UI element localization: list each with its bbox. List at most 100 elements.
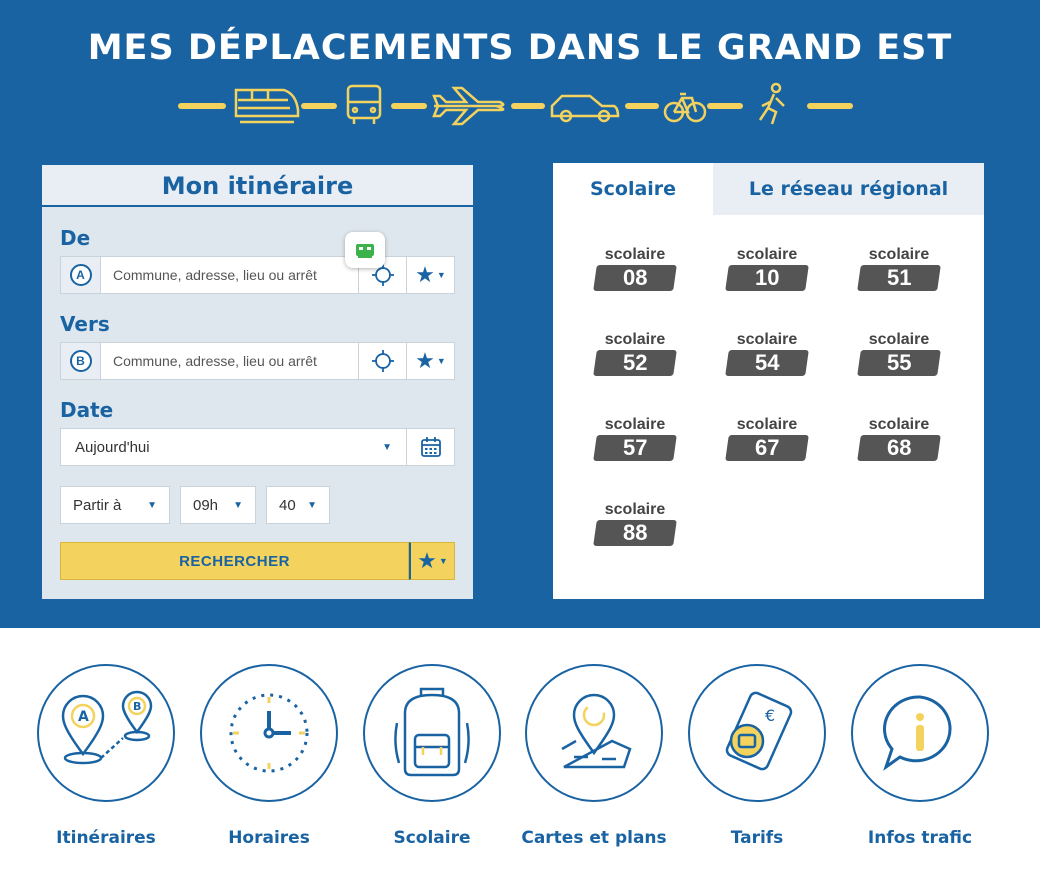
caret-down-icon: ▼ bbox=[147, 499, 157, 511]
svg-text:€: € bbox=[765, 706, 775, 725]
ticket-card-icon: € bbox=[725, 691, 793, 771]
school-line-number: 55 bbox=[886, 350, 912, 375]
to-badge: B bbox=[61, 343, 101, 379]
service-label: Itinéraires bbox=[56, 828, 156, 848]
info-bubble-icon bbox=[883, 695, 952, 771]
date-select[interactable]: Aujourd'hui ▼ bbox=[75, 438, 392, 456]
service-label: Horaires bbox=[228, 828, 310, 848]
school-line-badge[interactable]: scolaire 67 bbox=[723, 417, 811, 467]
service-label: Scolaire bbox=[393, 828, 471, 848]
from-field: A ★▼ bbox=[60, 256, 455, 294]
school-line-badge[interactable]: scolaire 54 bbox=[723, 332, 811, 382]
to-label: Vers bbox=[60, 312, 110, 336]
to-field: B ★▼ bbox=[60, 342, 455, 380]
school-line-number: 51 bbox=[886, 265, 912, 290]
service-itineraires[interactable]: A B Itinéraires bbox=[36, 664, 176, 848]
svg-text:A: A bbox=[78, 709, 89, 725]
date-label: Date bbox=[60, 398, 114, 422]
calendar-icon bbox=[420, 437, 441, 457]
search-button[interactable]: RECHERCHER bbox=[60, 542, 409, 580]
train-icon bbox=[234, 88, 300, 124]
caret-down-icon: ▼ bbox=[436, 270, 446, 280]
service-cartes[interactable]: Cartes et plans bbox=[521, 664, 667, 848]
network-tabs: Scolaire Le réseau régional bbox=[553, 163, 984, 215]
star-icon: ★ bbox=[415, 262, 435, 287]
robot-icon bbox=[356, 244, 374, 258]
itinerary-title: Mon itinéraire bbox=[42, 165, 473, 207]
school-line-badge[interactable]: scolaire 55 bbox=[855, 332, 943, 382]
school-line-label: scolaire bbox=[604, 246, 666, 263]
school-line-label: scolaire bbox=[604, 331, 666, 348]
school-line-label: scolaire bbox=[736, 416, 798, 433]
school-line-number: 88 bbox=[622, 520, 648, 545]
school-line-number: 57 bbox=[622, 435, 648, 460]
map-pin-icon bbox=[561, 693, 632, 769]
svg-text:B: B bbox=[133, 700, 141, 713]
hour-select[interactable]: 09h ▼ bbox=[180, 486, 256, 524]
depart-mode-select[interactable]: Partir à ▼ bbox=[60, 486, 170, 524]
school-line-badge[interactable]: scolaire 88 bbox=[591, 502, 679, 552]
bus-icon bbox=[346, 84, 382, 124]
school-line-badge[interactable]: scolaire 68 bbox=[855, 417, 943, 467]
school-line-label: scolaire bbox=[736, 246, 798, 263]
school-line-badge[interactable]: scolaire 51 bbox=[855, 247, 943, 297]
service-infos-trafic[interactable]: Infos trafic bbox=[850, 664, 990, 848]
service-scolaire[interactable]: Scolaire bbox=[362, 664, 502, 848]
school-line-number: 67 bbox=[754, 435, 780, 460]
locate-to-button[interactable] bbox=[358, 343, 406, 379]
school-line-label: scolaire bbox=[868, 246, 930, 263]
to-input[interactable] bbox=[101, 343, 358, 379]
caret-down-icon: ▼ bbox=[307, 499, 317, 511]
caret-down-icon: ▼ bbox=[438, 556, 448, 566]
from-label: De bbox=[60, 226, 91, 250]
school-line-number: 10 bbox=[754, 265, 780, 290]
chatbot-button[interactable] bbox=[345, 232, 385, 268]
caret-down-icon: ▼ bbox=[436, 356, 446, 366]
plane-icon bbox=[432, 86, 505, 126]
star-icon: ★ bbox=[415, 348, 435, 373]
date-field: Aujourd'hui ▼ bbox=[60, 428, 455, 466]
school-line-label: scolaire bbox=[868, 416, 930, 433]
favorites-from-button[interactable]: ★ ▼ bbox=[406, 257, 454, 293]
calendar-button[interactable] bbox=[406, 429, 454, 465]
service-label: Tarifs bbox=[730, 828, 784, 848]
bike-icon bbox=[663, 92, 707, 123]
crosshair-icon bbox=[371, 350, 394, 372]
favorites-search-button[interactable]: ★ ▼ bbox=[409, 542, 455, 580]
service-label: Cartes et plans bbox=[521, 828, 667, 848]
school-line-label: scolaire bbox=[604, 501, 666, 518]
clock-icon bbox=[229, 693, 309, 773]
school-line-label: scolaire bbox=[604, 416, 666, 433]
caret-down-icon: ▼ bbox=[382, 441, 392, 453]
hero-banner: MES DÉPLACEMENTS DANS LE GRAND EST bbox=[0, 0, 1040, 628]
caret-down-icon: ▼ bbox=[233, 499, 243, 511]
star-icon: ★ bbox=[417, 548, 437, 573]
from-badge: A bbox=[61, 257, 101, 293]
school-line-number: 54 bbox=[754, 350, 780, 375]
pedestrian-icon bbox=[758, 82, 785, 125]
car-icon bbox=[550, 94, 620, 123]
minute-select[interactable]: 40 ▼ bbox=[266, 486, 330, 524]
school-line-number: 52 bbox=[622, 350, 648, 375]
service-horaires[interactable]: Horaires bbox=[199, 664, 339, 848]
search-row: RECHERCHER ★ ▼ bbox=[60, 542, 455, 580]
itinerary-pins-icon: A B bbox=[61, 690, 153, 765]
school-line-number: 68 bbox=[886, 435, 912, 460]
tab-scolaire[interactable]: Scolaire bbox=[553, 163, 713, 215]
service-label: Infos trafic bbox=[867, 828, 973, 848]
school-line-badge[interactable]: scolaire 10 bbox=[723, 247, 811, 297]
school-line-badge[interactable]: scolaire 52 bbox=[591, 332, 679, 382]
school-line-badge[interactable]: scolaire 57 bbox=[591, 417, 679, 467]
tab-regional-network[interactable]: Le réseau régional bbox=[713, 163, 984, 215]
network-panel: Scolaire Le réseau régional scolaire 08 sc… bbox=[553, 163, 984, 599]
favorites-to-button[interactable]: ★ ▼ bbox=[406, 343, 454, 379]
school-line-label: scolaire bbox=[868, 331, 930, 348]
service-tarifs[interactable]: € Tarifs bbox=[687, 664, 827, 848]
transport-modes-strip bbox=[178, 82, 853, 126]
page-title: MES DÉPLACEMENTS DANS LE GRAND EST bbox=[87, 28, 953, 68]
locate-from-button[interactable] bbox=[358, 257, 406, 293]
itinerary-panel: Mon itinéraire bbox=[42, 165, 473, 599]
from-input[interactable] bbox=[101, 257, 358, 293]
backpack-icon bbox=[394, 687, 470, 777]
school-line-badge[interactable]: scolaire 08 bbox=[591, 247, 679, 297]
